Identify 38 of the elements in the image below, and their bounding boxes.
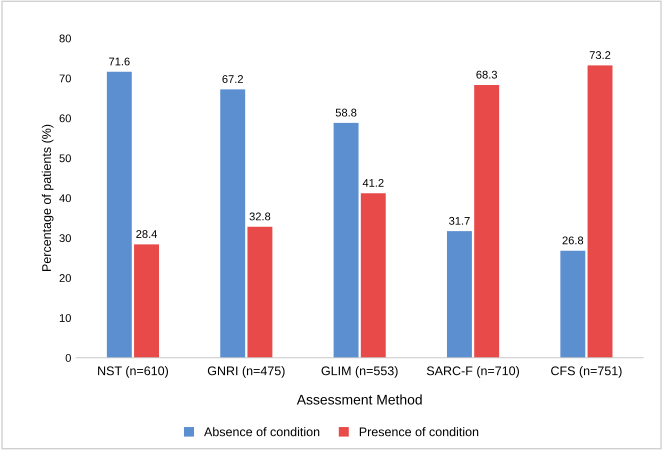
data-label: 58.8 bbox=[336, 108, 356, 117]
data-label: 73.2 bbox=[590, 51, 610, 60]
bar bbox=[247, 226, 272, 358]
bar bbox=[588, 65, 612, 358]
y-tick-label: 70 bbox=[60, 74, 71, 82]
data-label: 41.2 bbox=[362, 178, 384, 187]
bar bbox=[360, 193, 386, 358]
x-tick-label: CFS (n=751) bbox=[551, 366, 622, 378]
y-axis-title: Percentage of patients (%) bbox=[42, 124, 54, 271]
bar bbox=[106, 72, 132, 358]
x-axis-title: Assessment Method bbox=[296, 394, 422, 405]
data-label: 26.8 bbox=[562, 236, 584, 244]
y-tick-label: 20 bbox=[60, 274, 71, 282]
data-label: 67.2 bbox=[222, 75, 243, 84]
legend-label: Presence of condition bbox=[360, 427, 478, 436]
bar bbox=[220, 89, 246, 358]
bar bbox=[474, 84, 500, 358]
bar bbox=[560, 250, 586, 358]
y-tick-label: 60 bbox=[60, 114, 71, 122]
y-tick-label: 10 bbox=[60, 314, 71, 322]
y-tick-label: 0 bbox=[66, 354, 71, 362]
y-tick-label: 40 bbox=[59, 194, 71, 202]
legend-label: Absence of condition bbox=[204, 427, 320, 436]
data-label: 32.8 bbox=[250, 212, 270, 220]
bar bbox=[134, 244, 160, 358]
bar bbox=[446, 231, 472, 358]
x-tick-label: GLIM (n=553) bbox=[322, 366, 398, 378]
x-tick-label: GNRI (n=475) bbox=[208, 366, 285, 378]
y-tick-label: 30 bbox=[59, 234, 71, 242]
data-label: 31.7 bbox=[449, 216, 470, 225]
data-label: 68.3 bbox=[476, 70, 497, 79]
x-tick-label: SARC-F (n=710) bbox=[426, 366, 519, 378]
data-label: 71.6 bbox=[109, 58, 130, 66]
x-tick-label: NST (n=610) bbox=[98, 366, 168, 378]
data-label: 28.4 bbox=[136, 230, 158, 238]
bar bbox=[334, 122, 359, 358]
y-tick-label: 80 bbox=[60, 34, 71, 42]
y-tick-label: 50 bbox=[59, 154, 71, 162]
